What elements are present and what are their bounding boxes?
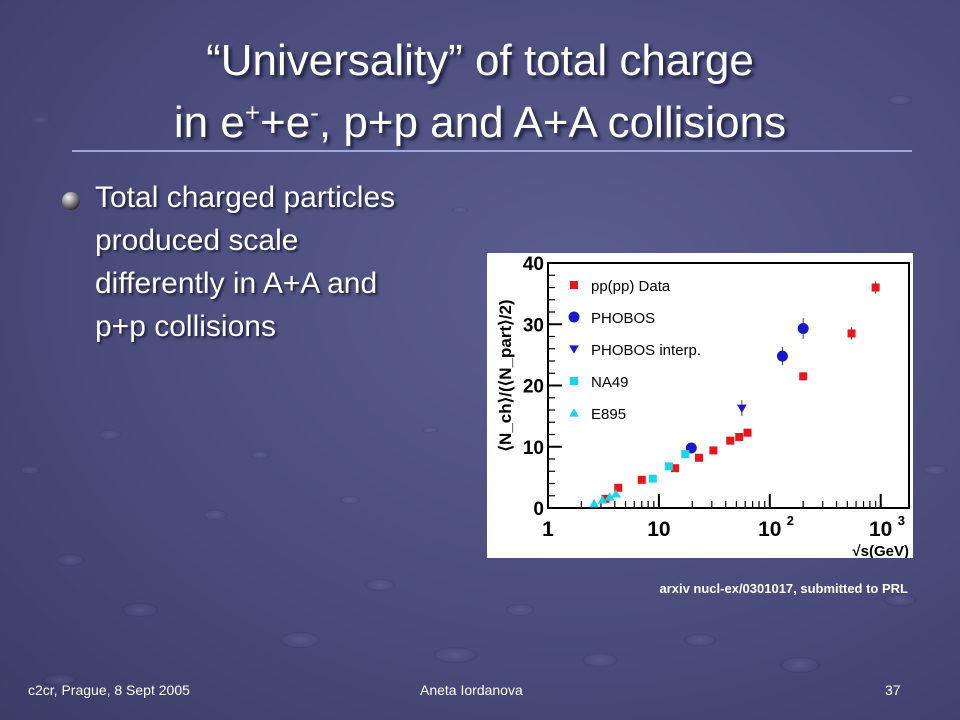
- x-tick-label: 10: [647, 518, 670, 541]
- legend-label-phobos-interp: PHOBOS interp.: [591, 342, 701, 359]
- title-text-a: in e: [173, 98, 245, 147]
- point-pp-pp-data: [726, 436, 735, 445]
- point-phobos: [776, 350, 788, 362]
- title-text-c: , p+p and A+A collisions: [318, 98, 787, 147]
- point-e895: [604, 492, 615, 501]
- point-pp-pp-data: [695, 453, 704, 462]
- x-tick-exponent: 2: [787, 513, 794, 528]
- legend-marker-phobos: [568, 311, 580, 323]
- point-e895: [597, 495, 608, 504]
- point-pp-pp-data: [735, 432, 744, 441]
- point-na49: [681, 450, 690, 459]
- point-na49: [648, 474, 657, 483]
- point-na49: [664, 462, 673, 471]
- x-tick-label: 1: [542, 518, 554, 541]
- title-text-b: +e: [260, 98, 311, 147]
- multiplicity-chart: 0 10 20 30 40 1 10 10 2 10 3 √s(GeV) ⟨N_ch⟩/(⟨N_part…: [487, 253, 913, 558]
- title-sup-minus: -: [310, 97, 319, 128]
- y-tick-label: 10: [523, 438, 544, 459]
- legend-marker-na49: [570, 377, 578, 385]
- legend-label-e895: E895: [591, 406, 626, 423]
- bullet-text: Total charged particles produced scale d…: [95, 181, 396, 343]
- point-pp-pp-data: [614, 483, 623, 492]
- slide-title-line1: “Universality” of total charge: [206, 36, 754, 85]
- legend-marker-phobos-interp: [569, 345, 579, 354]
- legend-marker-e895: [569, 408, 579, 417]
- slide-title-line2: in e++e-, p+p and A+A collisions: [40, 97, 920, 149]
- point-pp-pp-data: [743, 428, 752, 437]
- legend-marker-pp-pp-data: [570, 281, 578, 289]
- x-tick-label: 10: [869, 518, 892, 541]
- chart-background: [487, 253, 913, 558]
- y-axis-title: ⟨N_ch⟩/(⟨N_part⟩/2): [496, 299, 515, 451]
- footer-page-number: 37: [885, 682, 901, 698]
- x-axis-title: √s(GeV): [852, 543, 909, 558]
- footer-conference: c2cr, Prague, 8 Sept 2005: [28, 682, 190, 698]
- y-tick-label: 20: [523, 377, 544, 398]
- x-tick-label: 10: [758, 518, 781, 541]
- point-pp-pp-data: [671, 464, 680, 473]
- y-tick-label: 0: [533, 499, 544, 520]
- footer-author: Aneta Iordanova: [420, 682, 523, 698]
- point-e895: [589, 498, 599, 508]
- legend-label-phobos: PHOBOS: [591, 310, 655, 327]
- point-phobos-interp: [737, 404, 747, 413]
- point-pp-pp-data: [601, 494, 610, 503]
- x-tick-exponent: 3: [898, 513, 905, 528]
- point-pp-pp-data: [637, 475, 646, 484]
- point-pp-pp-data: [799, 372, 808, 381]
- bullet-icon: [62, 192, 80, 210]
- legend-label-na49: NA49: [591, 374, 629, 391]
- y-tick-label: 30: [523, 315, 544, 336]
- title-underline: [72, 150, 912, 152]
- legend-label-pp-pp-data: pp(pp) Data: [591, 278, 671, 295]
- point-e895: [611, 489, 621, 498]
- point-phobos: [797, 323, 809, 335]
- y-tick-label: 40: [523, 254, 544, 275]
- point-pp-pp-data: [871, 283, 880, 292]
- figure-caption: arxiv nucl-ex/0301017, submitted to PRL: [659, 581, 908, 596]
- title-sup-plus: +: [244, 97, 261, 128]
- point-pp-pp-data: [709, 446, 718, 455]
- point-pp-pp-data: [847, 329, 856, 338]
